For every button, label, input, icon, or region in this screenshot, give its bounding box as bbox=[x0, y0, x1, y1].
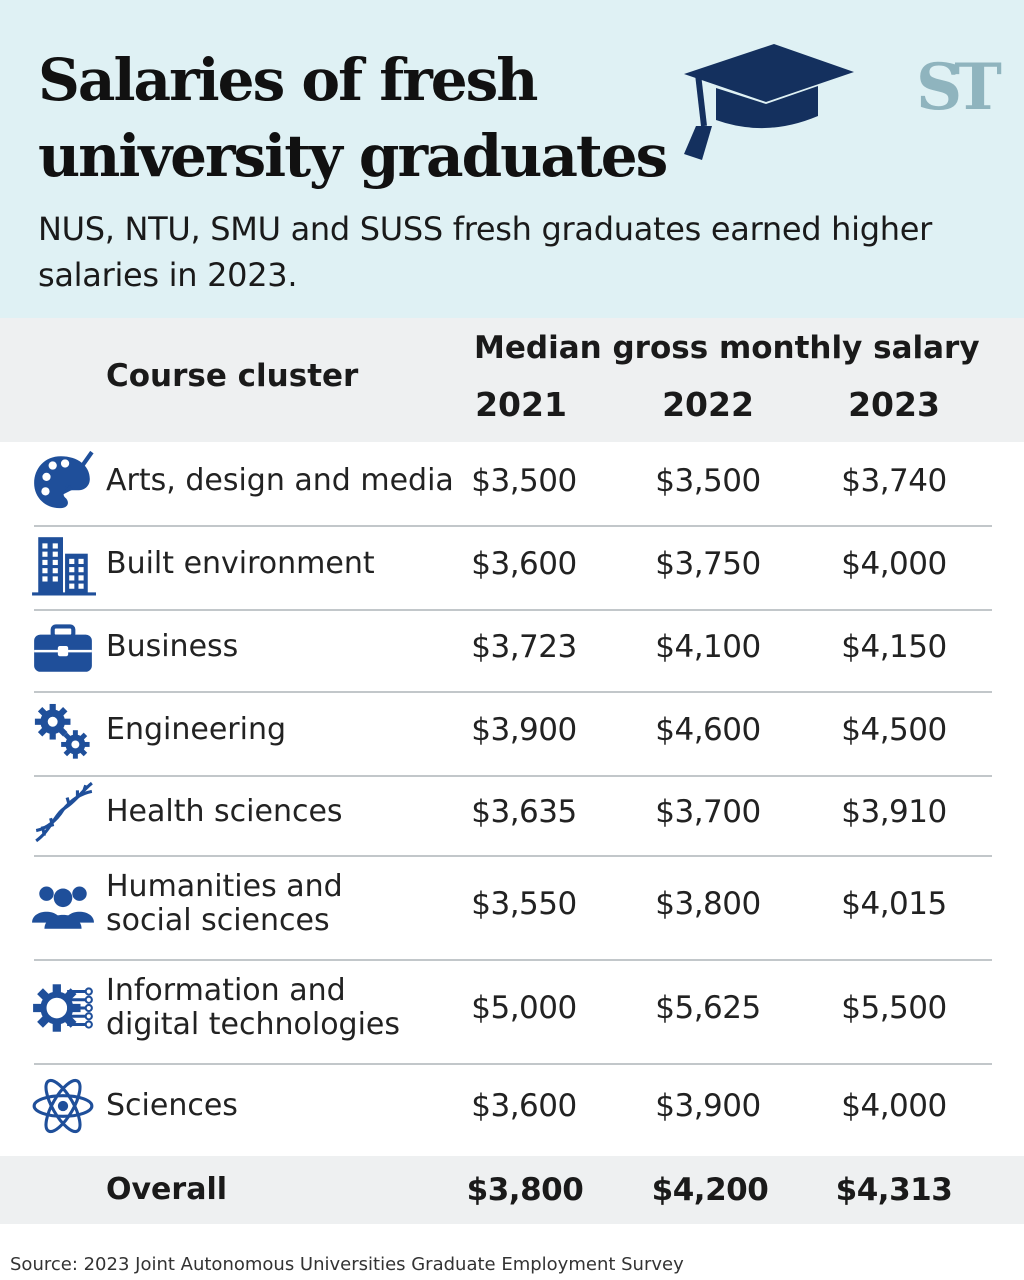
row-divider bbox=[34, 775, 992, 777]
course-cluster-label: Arts, design and media bbox=[106, 464, 454, 498]
course-cluster-label-line: digital technologies bbox=[106, 1007, 401, 1042]
title-line-1: Salaries of fresh bbox=[38, 46, 538, 114]
row-divider bbox=[34, 691, 992, 693]
source-note: Source: 2023 Joint Autonomous Universiti… bbox=[10, 1254, 684, 1275]
gears-icon bbox=[34, 703, 90, 759]
table-header: Course cluster Median gross monthly sala… bbox=[0, 318, 1024, 442]
year-header-2021: 2021 bbox=[475, 385, 567, 424]
salary-value-2023: $4,500 bbox=[841, 712, 947, 748]
dna-icon bbox=[35, 781, 93, 843]
salary-value-2021: $3,635 bbox=[471, 794, 577, 830]
row-divider bbox=[34, 525, 992, 527]
salary-value-2022: $3,800 bbox=[655, 886, 761, 922]
graduation-cap-icon bbox=[684, 44, 854, 160]
table-row: Information and digital technologies $5,00… bbox=[0, 960, 1024, 1065]
median-salary-header: Median gross monthly salary bbox=[474, 330, 980, 366]
course-cluster-label-line: Information and bbox=[106, 973, 346, 1008]
header-panel: Salaries of fresh university graduates S… bbox=[0, 0, 1024, 318]
overall-row: Overall $3,800 $4,200 $4,313 bbox=[0, 1156, 1024, 1224]
subtitle-line-1: NUS, NTU, SMU and SUSS fresh graduates e… bbox=[38, 210, 932, 248]
salary-value-2023: $3,740 bbox=[841, 463, 947, 499]
salary-value-2023: $4,000 bbox=[841, 1088, 947, 1124]
course-cluster-label: Engineering bbox=[106, 713, 286, 747]
year-header-2023: 2023 bbox=[848, 385, 940, 424]
course-cluster-label-line: Health sciences bbox=[106, 794, 343, 829]
title-line-2: university graduates bbox=[38, 122, 668, 190]
year-header-2022: 2022 bbox=[662, 385, 754, 424]
overall-value-2022: $4,200 bbox=[651, 1172, 769, 1208]
table-row: Humanities and social sciences $3,550 $3,80… bbox=[0, 856, 1024, 961]
course-cluster-label-line: Engineering bbox=[106, 712, 286, 747]
table-row: Engineering $3,900 $4,600 $4,500 bbox=[0, 692, 1024, 777]
salary-value-2023: $4,150 bbox=[841, 629, 947, 665]
course-cluster-label: Business bbox=[106, 630, 238, 664]
page-title: Salaries of fresh university graduates bbox=[38, 42, 678, 194]
salary-value-2023: $3,910 bbox=[841, 794, 947, 830]
overall-value-2021: $3,800 bbox=[466, 1172, 584, 1208]
building-icon bbox=[32, 537, 96, 596]
salary-value-2022: $3,900 bbox=[655, 1088, 761, 1124]
salary-value-2021: $3,600 bbox=[471, 1088, 577, 1124]
salary-value-2021: $3,723 bbox=[471, 629, 577, 665]
salary-value-2021: $5,000 bbox=[471, 990, 577, 1026]
st-logo: ST bbox=[916, 50, 1002, 125]
table-row: Sciences $3,600 $3,900 $4,000 bbox=[0, 1064, 1024, 1156]
course-cluster-label-line: Built environment bbox=[106, 546, 375, 581]
table-row: Business $3,723 $4,100 $4,150 bbox=[0, 610, 1024, 693]
salary-value-2022: $3,500 bbox=[655, 463, 761, 499]
course-cluster-label: Humanities and social sciences bbox=[106, 870, 343, 938]
circuit-head-icon bbox=[33, 984, 93, 1032]
salary-value-2021: $3,500 bbox=[471, 463, 577, 499]
course-cluster-label: Health sciences bbox=[106, 795, 343, 829]
table-row: Built environment $3,600 $3,750 $4,000 bbox=[0, 526, 1024, 611]
subtitle: NUS, NTU, SMU and SUSS fresh graduates e… bbox=[38, 206, 938, 298]
course-cluster-label-line: Arts, design and media bbox=[106, 463, 454, 498]
salary-value-2022: $5,625 bbox=[655, 990, 761, 1026]
salary-value-2022: $3,700 bbox=[655, 794, 761, 830]
course-cluster-label: Information and digital technologies bbox=[106, 974, 400, 1042]
course-cluster-label: Built environment bbox=[106, 547, 375, 581]
table-row: Arts, design and media $3,500 $3,500 $3,740 bbox=[0, 444, 1024, 527]
course-cluster-label-line: social sciences bbox=[106, 903, 330, 938]
course-cluster-header: Course cluster bbox=[106, 358, 359, 394]
salary-value-2023: $4,015 bbox=[841, 886, 947, 922]
people-icon bbox=[32, 886, 94, 929]
course-cluster-label-line: Sciences bbox=[106, 1088, 238, 1123]
course-cluster-label-line: Humanities and bbox=[106, 869, 343, 904]
table-row: Health sciences $3,635 $3,700 $3,910 bbox=[0, 776, 1024, 857]
row-divider bbox=[34, 609, 992, 611]
salary-value-2023: $5,500 bbox=[841, 990, 947, 1026]
salary-value-2021: $3,900 bbox=[471, 712, 577, 748]
row-divider bbox=[34, 855, 992, 857]
row-divider bbox=[34, 1063, 992, 1065]
salary-value-2023: $4,000 bbox=[841, 546, 947, 582]
overall-label: Overall bbox=[106, 1172, 228, 1207]
salary-value-2022: $4,100 bbox=[655, 629, 761, 665]
course-cluster-label-line: Business bbox=[106, 629, 239, 664]
briefcase-icon bbox=[34, 624, 92, 672]
row-divider bbox=[34, 959, 992, 961]
overall-value-2023: $4,313 bbox=[835, 1172, 953, 1208]
salary-value-2021: $3,600 bbox=[471, 546, 577, 582]
salary-value-2021: $3,550 bbox=[471, 886, 577, 922]
palette-icon bbox=[34, 450, 94, 509]
course-cluster-label: Sciences bbox=[106, 1089, 238, 1123]
salary-value-2022: $3,750 bbox=[655, 546, 761, 582]
salary-value-2022: $4,600 bbox=[655, 712, 761, 748]
subtitle-line-2: salaries in 2023. bbox=[38, 256, 298, 294]
atom-icon bbox=[32, 1078, 94, 1134]
